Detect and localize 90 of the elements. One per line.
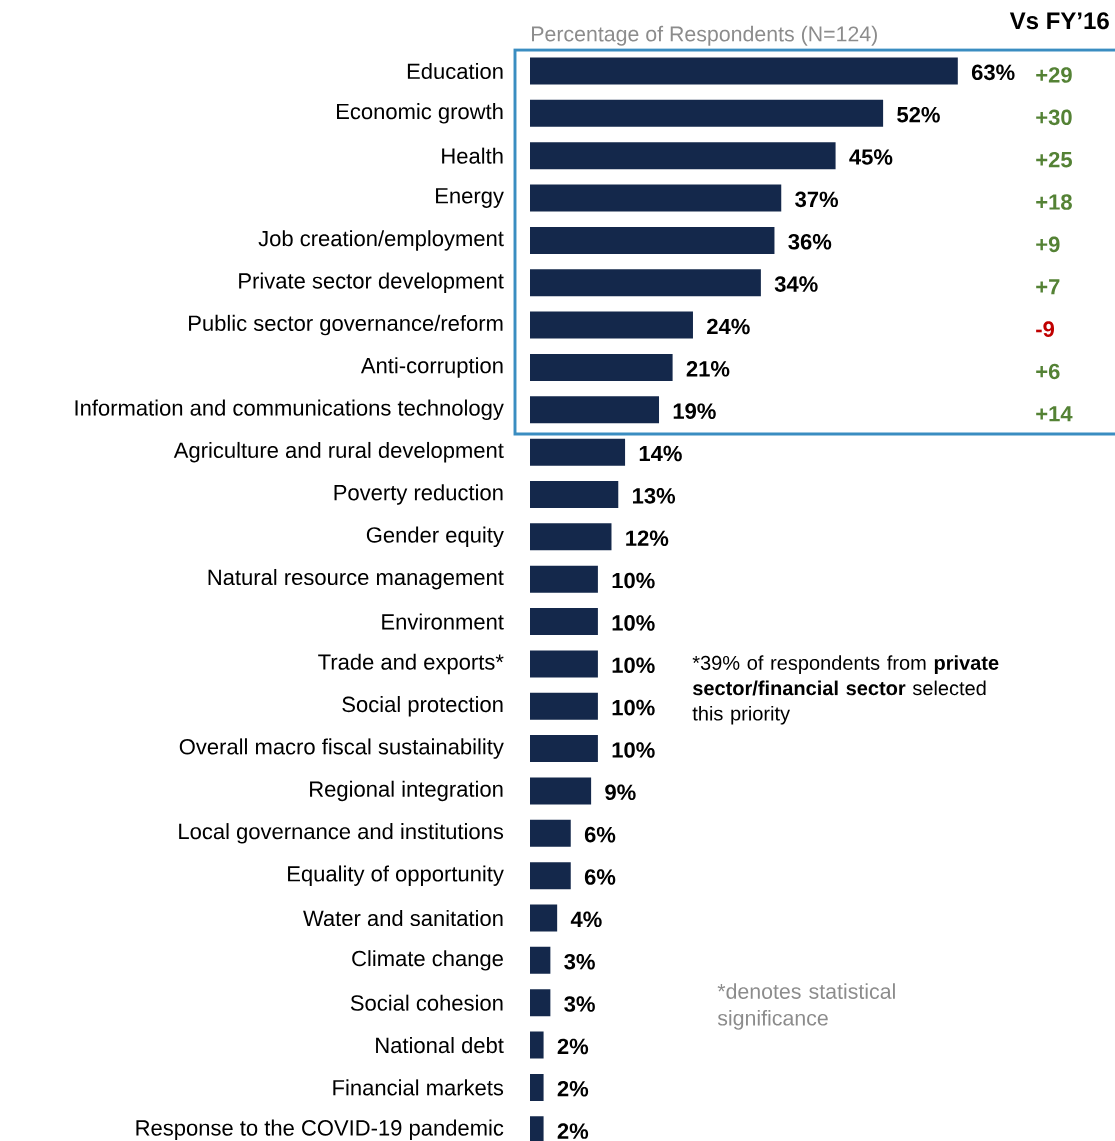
data-label: 2% [557,1080,589,1097]
y-tick-label: Response to the COVID-19 pandemic [136,1119,504,1141]
bar [530,565,598,593]
data-label: 10% [612,742,655,758]
y-tick-label: Overall macro fiscal sustainability [179,738,504,759]
bar [530,819,571,847]
y-tick-label: Equality of opportunity [288,865,504,886]
data-label: 6% [584,869,616,885]
text: +9 [1036,236,1060,253]
data-label: 14% [639,445,682,462]
bar [530,481,619,509]
data-label: 10% [612,615,655,631]
data-label: 12% [626,530,669,546]
bar [530,692,598,720]
bar [530,438,626,466]
data-label: 10% [612,699,655,716]
y-tick-label: Environment [382,613,504,630]
bar [530,1073,544,1101]
data-label: 34% [774,276,818,292]
bar [530,226,775,254]
text: +29 [1036,67,1072,83]
data-label: 21% [686,361,730,377]
data-label: 24% [707,318,750,335]
y-tick-label: Private sector development [239,272,504,293]
data-label: 9% [605,784,636,801]
bar [530,650,598,678]
bar [530,904,558,932]
text: Vs FY’16 [1009,12,1109,30]
bar [530,99,884,127]
data-label: 13% [632,488,676,504]
text: *39% of respondents from private sector/financial sector selected this priority [692,655,999,725]
bar [530,311,693,339]
y-tick-label: Natural resource management [208,568,504,590]
bar [530,1031,544,1059]
y-tick-label: Job creation/employment [258,230,504,251]
bar [530,269,761,297]
chart-title: Percentage of Respondents (N=124) [532,25,877,46]
y-tick-label: National debt [376,1037,504,1054]
data-label: 37% [795,191,839,208]
y-tick-label: Health [442,147,503,164]
text: +18 [1036,194,1072,210]
bar [530,862,571,890]
bar [530,735,598,763]
y-tick-label: Education [407,62,503,80]
text: +30 [1036,109,1072,126]
bar [530,777,592,805]
y-tick-label: Financial markets [333,1079,504,1096]
annotation: *denotes statistical significance [717,983,895,1030]
bar [530,57,958,85]
bar [530,523,612,551]
data-label: 63% [971,64,1015,81]
y-tick-label: Information and communications technology [75,399,504,421]
y-tick-label: Gender equity [366,526,504,548]
bar [530,608,598,636]
data-label: 52% [897,106,940,123]
text: -9 [1036,321,1055,337]
text: +14 [1036,406,1073,422]
data-label: 2% [557,1123,589,1139]
text: +7 [1036,279,1060,295]
data-label: 45% [849,149,893,165]
y-tick-label: Regional integration [310,780,503,802]
bar [530,989,551,1017]
data-label: 6% [584,826,616,843]
y-tick-label: Economic growth [337,103,503,124]
y-tick-label: Local governance and institutions [179,823,504,844]
y-tick-label: Energy [436,188,504,208]
y-tick-label: Poverty reduction [334,484,503,505]
y-tick-label: Social protection [342,696,503,717]
data-label: 10% [612,657,655,674]
data-label: 4% [570,911,602,928]
y-tick-label: Trade and exports* [318,653,504,675]
y-tick-label: Public sector governance/reform [189,314,503,336]
bar [530,184,782,212]
bar [530,353,673,381]
y-tick-label: Climate change [352,950,503,971]
bar [530,946,551,974]
y-tick-label: Agriculture and rural development [173,441,504,463]
text: +6 [1036,363,1060,380]
bar [530,396,660,424]
data-label: 3% [564,953,595,970]
bar [530,142,836,170]
data-label: 3% [564,996,595,1012]
data-label: 10% [612,572,655,589]
data-label: 36% [788,233,832,250]
y-tick-label: Social cohesion [350,994,503,1011]
y-tick-label: Anti-corruption [360,357,503,378]
text: +25 [1036,151,1072,168]
data-label: 2% [557,1038,589,1055]
y-tick-label: Water and sanitation [303,909,503,927]
data-label: 19% [673,403,716,419]
